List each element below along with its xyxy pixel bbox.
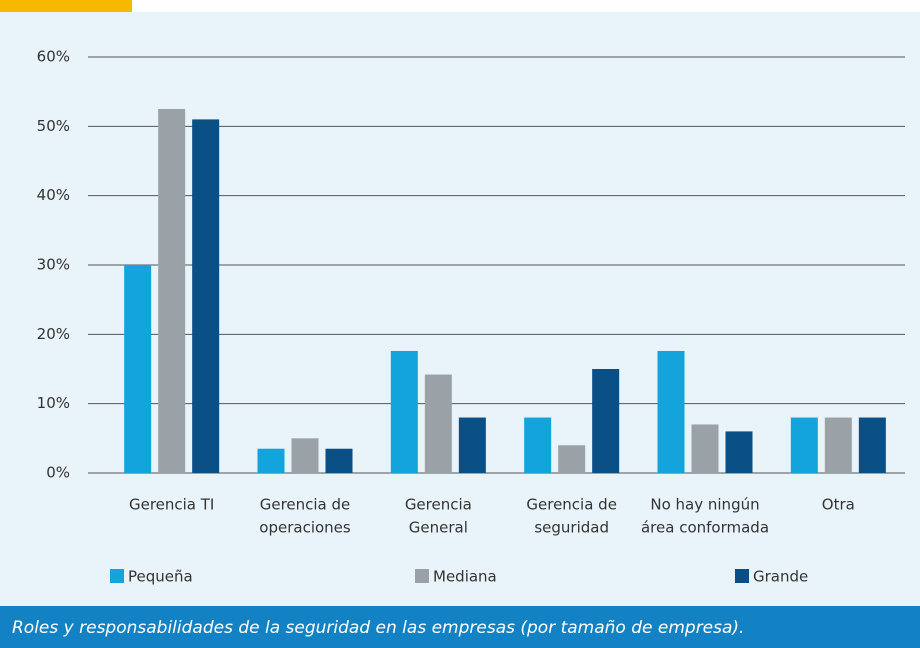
- bar: [558, 445, 586, 473]
- bar: [725, 431, 753, 473]
- y-tick-label: 20%: [37, 325, 70, 343]
- x-tick-label: Otra: [822, 496, 855, 514]
- caption-bar: [0, 606, 920, 648]
- legend-swatch: [735, 569, 749, 583]
- bar: [390, 350, 418, 473]
- legend-label: Grande: [753, 568, 808, 586]
- bar: [424, 374, 452, 473]
- bar: [458, 417, 486, 473]
- bar: [858, 417, 886, 473]
- x-tick-label: seguridad: [534, 519, 609, 537]
- y-tick-label: 10%: [37, 394, 70, 412]
- legend-label: Pequeña: [128, 568, 193, 586]
- bar: [592, 369, 620, 473]
- x-tick-label: General: [409, 519, 468, 537]
- x-tick-label: operaciones: [259, 519, 351, 537]
- chart-title: Roles y responsabilidades de la segurida…: [12, 618, 744, 638]
- bar: [124, 265, 152, 473]
- x-tick-label: área conformada: [641, 519, 769, 537]
- x-tick-label: Gerencia de: [526, 496, 617, 514]
- legend-label: Mediana: [433, 568, 497, 586]
- x-tick-label: Gerencia de: [260, 496, 351, 514]
- x-tick-label: Gerencia: [405, 496, 472, 514]
- y-tick-label: 50%: [37, 117, 70, 135]
- y-tick-label: 60%: [37, 48, 70, 66]
- x-tick-label: Gerencia TI: [129, 496, 214, 514]
- bar: [524, 417, 552, 473]
- bar: [657, 350, 685, 473]
- bar: [291, 438, 319, 473]
- y-tick-label: 0%: [46, 464, 70, 482]
- tab: [0, 0, 132, 12]
- bar: [192, 119, 220, 474]
- legend-swatch: [415, 569, 429, 583]
- bar: [691, 424, 719, 473]
- x-tick-label: No hay ningún: [650, 496, 759, 514]
- bar: [257, 448, 285, 473]
- bar: [158, 109, 186, 473]
- bar: [325, 448, 353, 473]
- y-tick-label: 30%: [37, 256, 70, 274]
- bar: [790, 417, 818, 473]
- panel: [0, 12, 920, 606]
- legend-swatch: [110, 569, 124, 583]
- y-tick-label: 40%: [37, 186, 70, 204]
- bar: [824, 417, 852, 473]
